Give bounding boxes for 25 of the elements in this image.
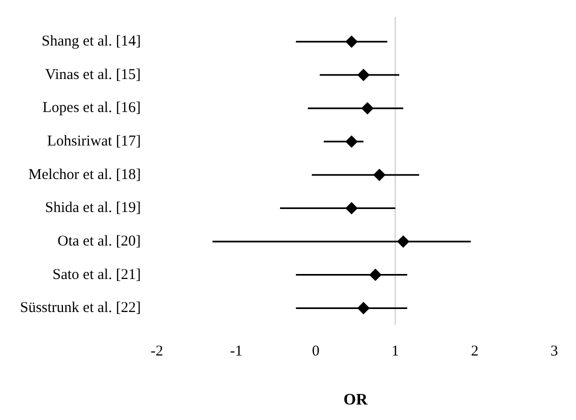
point	[346, 136, 358, 148]
x-tick-label: -2	[150, 344, 164, 360]
y-tick-label: Süsstrunk et al. [22]	[20, 300, 141, 316]
x-tick-label: 1	[392, 344, 400, 360]
x-axis-title: OR	[344, 392, 368, 409]
y-tick-label: Vinas et al. [15]	[45, 66, 141, 83]
y-tick-label: Ota et al. [20]	[58, 233, 141, 250]
point	[346, 202, 358, 214]
x-tick-label: -1	[230, 344, 243, 360]
x-tick-label: 3	[550, 344, 558, 360]
point	[361, 102, 374, 114]
point	[357, 302, 370, 314]
y-tick-label: Shida et al. [19]	[45, 200, 141, 216]
point	[397, 236, 410, 248]
point	[357, 68, 370, 81]
y-tick-label: Shang et al. [14]	[42, 34, 141, 50]
point	[346, 36, 358, 48]
y-tick-label: Lohsiriwat [17]	[47, 134, 141, 150]
y-tick-label: Lopes et al. [16]	[42, 100, 141, 116]
point	[369, 268, 382, 281]
y-tick-label: Melchor et al. [18]	[28, 166, 141, 183]
x-tick-label: 0	[312, 344, 320, 360]
x-tick-label: 2	[471, 344, 479, 360]
y-tick-label: Sato et al. [21]	[52, 266, 141, 283]
point	[373, 168, 386, 181]
